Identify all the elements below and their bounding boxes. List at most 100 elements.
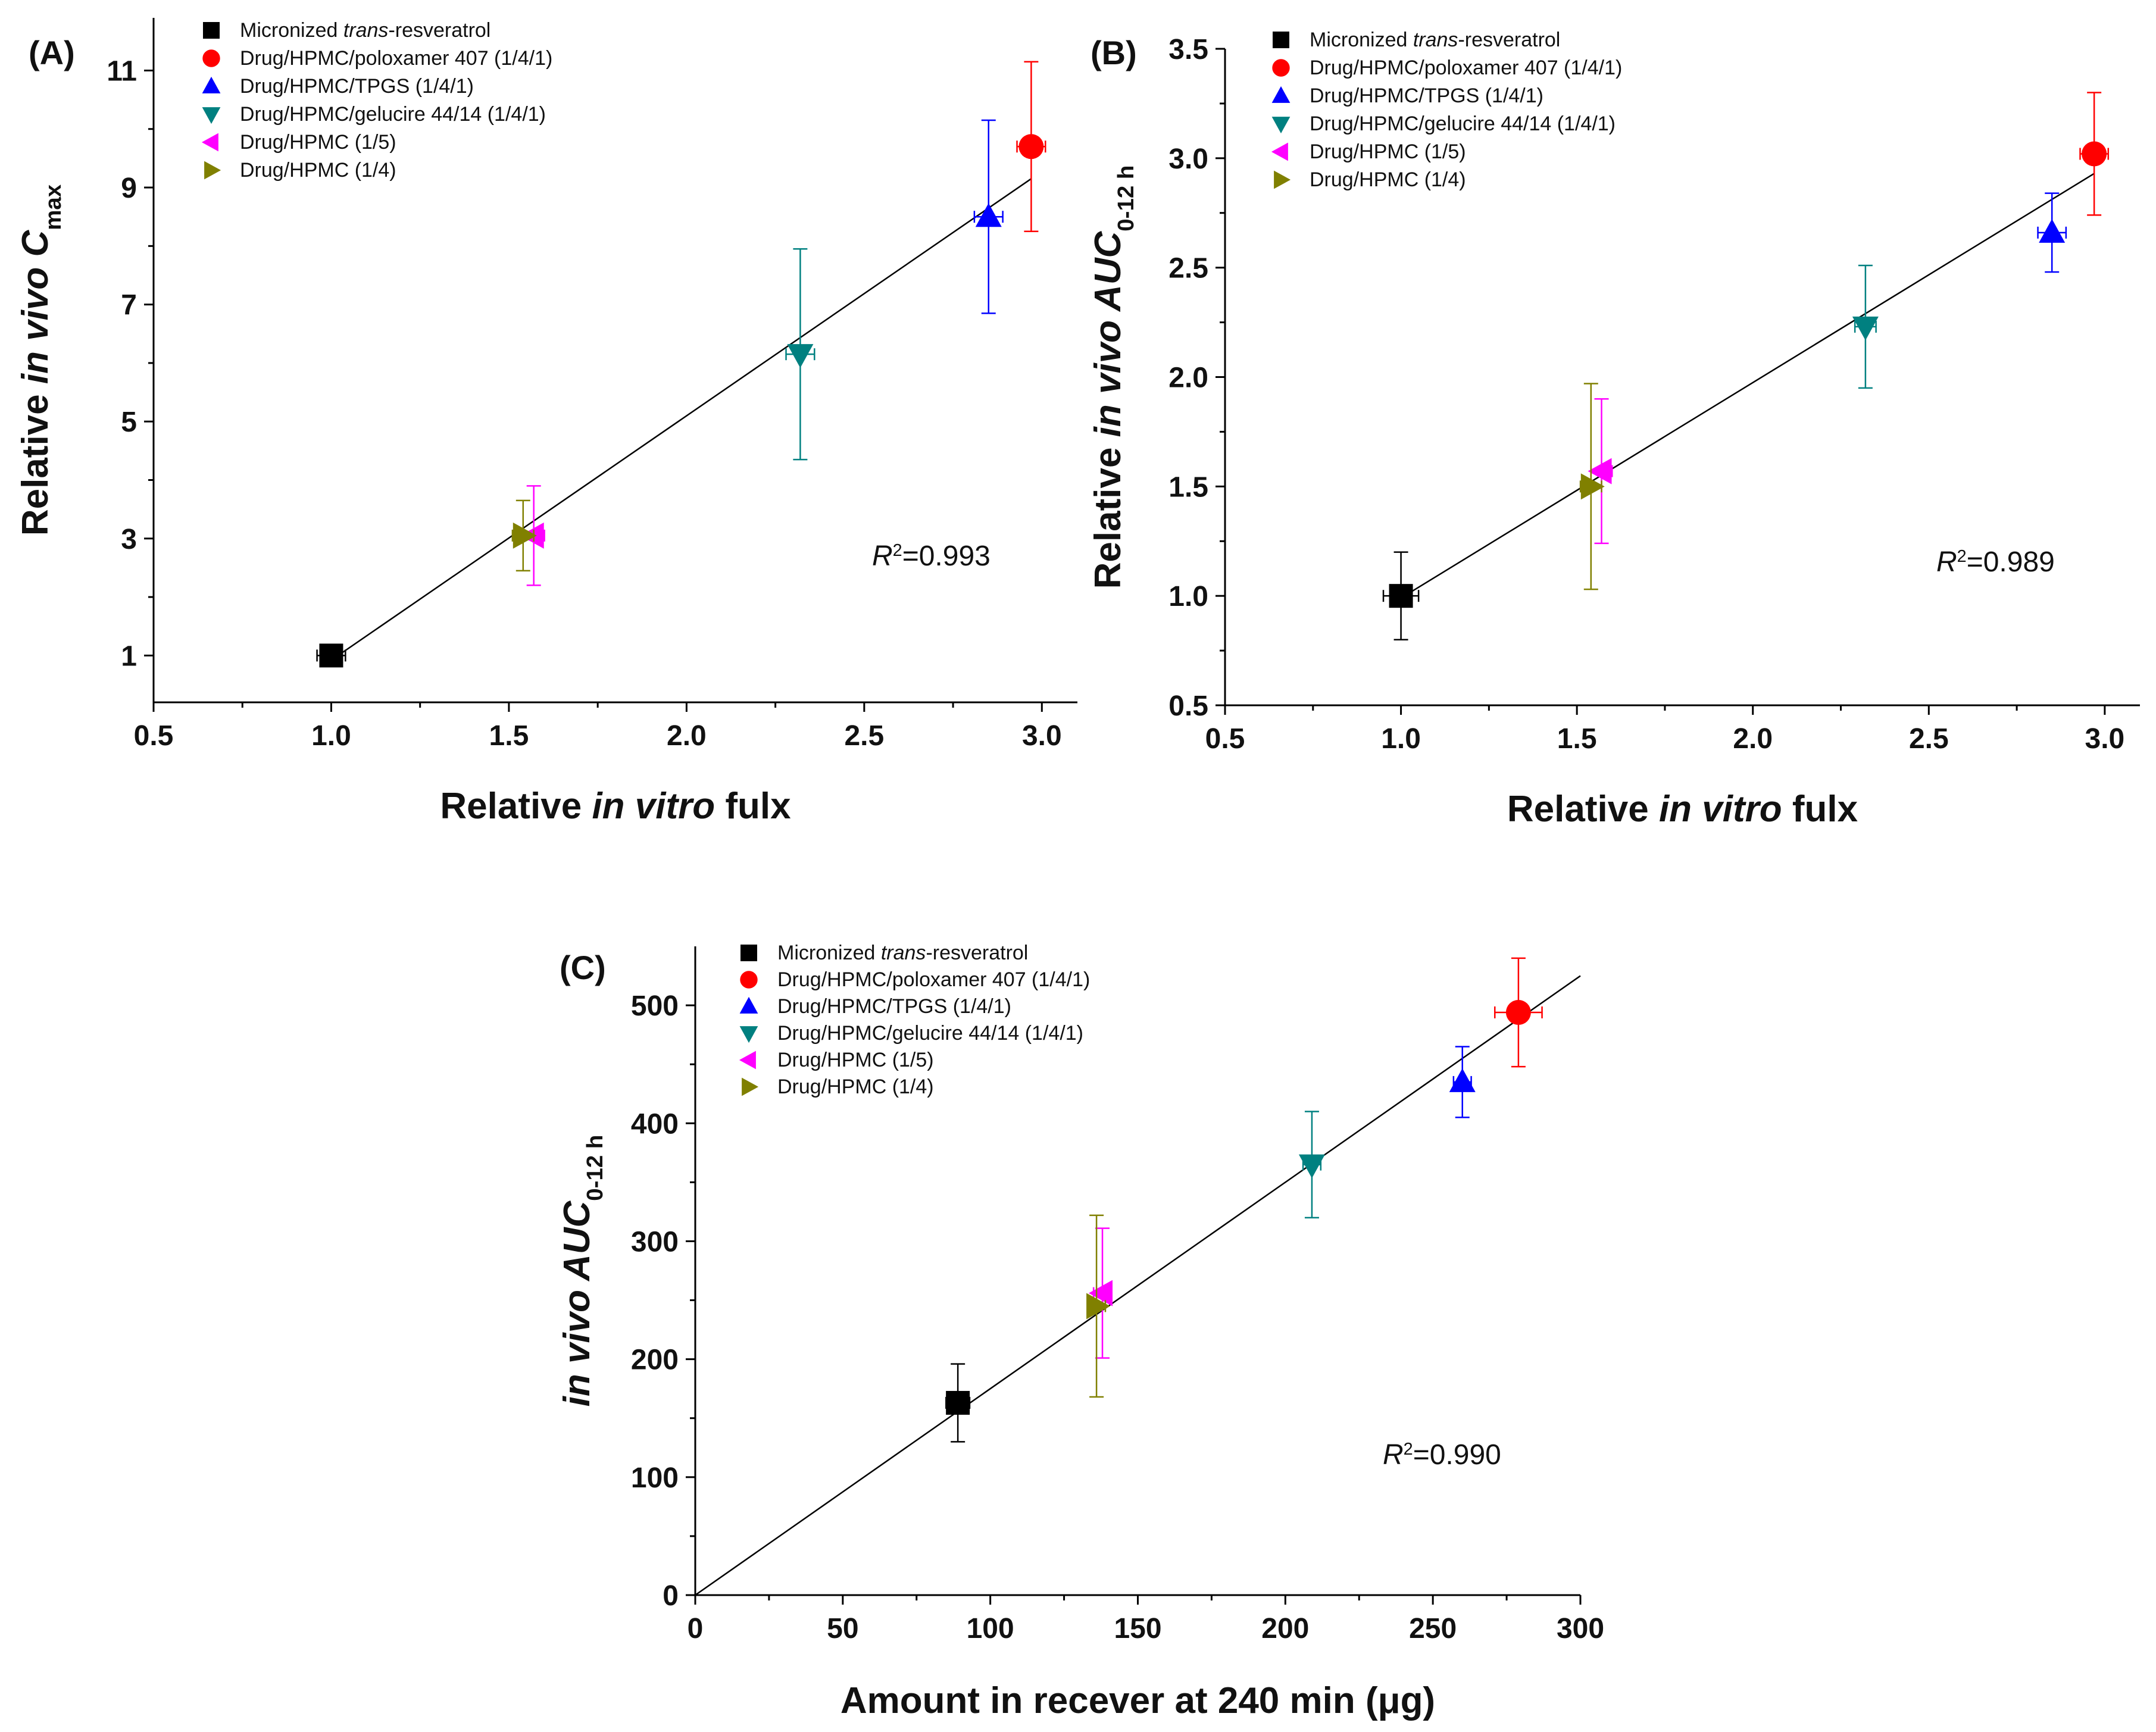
y-tick-label: 200 bbox=[631, 1345, 679, 1376]
x-axis-title: Relative in vitro fulx bbox=[1507, 789, 1858, 830]
chart-panel-c: 0 50 100 150 200 250 300 0 100 200 300 400 500 Amount… bbox=[557, 942, 1604, 1721]
x-tick-label: 3.0 bbox=[2085, 723, 2125, 755]
legend-marker bbox=[1271, 142, 1288, 161]
y-tick-label: 7 bbox=[121, 290, 137, 321]
x-tick-label: 2.5 bbox=[1909, 723, 1949, 755]
y-tick-label: 3.0 bbox=[1168, 143, 1208, 175]
legend-entry: Drug/HPMC/gelucire 44/14 (1/4/1) bbox=[240, 103, 546, 126]
x-tick-label: 100 bbox=[967, 1613, 1014, 1645]
x-tick-label: 2.5 bbox=[844, 720, 884, 752]
y-tick-label: 2.0 bbox=[1168, 362, 1208, 394]
legend-marker bbox=[739, 1026, 758, 1043]
y-axis-title: Relative in vivo AUC0-12 h bbox=[1088, 165, 1139, 589]
legend-marker bbox=[739, 996, 758, 1014]
legend-entry: Micronized trans-resveratrol bbox=[777, 942, 1028, 964]
legend-marker bbox=[740, 945, 757, 961]
x-tick-label: 1.5 bbox=[489, 720, 529, 752]
panel-label: (B) bbox=[1091, 34, 1137, 71]
y-tick-label: 300 bbox=[631, 1226, 679, 1258]
y-tick-label: 11 bbox=[107, 55, 137, 87]
x-tick-label: 0.5 bbox=[1205, 723, 1245, 755]
legend-entry: Drug/HPMC (1/5) bbox=[240, 131, 396, 154]
legend-marker bbox=[1271, 86, 1291, 103]
x-axis-title: Relative in vitro fulx bbox=[440, 786, 791, 827]
y-axis-title: Relative in vivo Cmax bbox=[15, 184, 66, 536]
legend-marker bbox=[1272, 59, 1290, 77]
legend-marker bbox=[1274, 170, 1291, 189]
legend-entry: Drug/HPMC/poloxamer 407 (1/4/1) bbox=[777, 968, 1090, 991]
data-point-triangle-right bbox=[513, 522, 537, 549]
y-tick-label: 5 bbox=[121, 407, 137, 438]
legend-marker bbox=[202, 107, 221, 124]
y-tick-label: 500 bbox=[631, 990, 679, 1022]
legend-marker bbox=[202, 49, 220, 67]
data-point-triangle-down bbox=[1852, 316, 1879, 340]
legend-entry: Micronized trans-resveratrol bbox=[1310, 29, 1560, 51]
x-tick-label: 0.5 bbox=[134, 720, 174, 752]
panel-label: (C) bbox=[560, 949, 606, 986]
x-tick-label: 0 bbox=[688, 1613, 704, 1645]
data-point-square bbox=[946, 1390, 970, 1415]
chart-panel-a: 0.5 1.0 1.5 2.0 2.5 3.0 1 3 5 7 9 11 Relative in vit… bbox=[15, 18, 1077, 827]
x-tick-label: 50 bbox=[827, 1613, 858, 1645]
x-tick-label: 300 bbox=[1557, 1613, 1604, 1645]
data-point-circle bbox=[1018, 134, 1044, 160]
fit-line bbox=[695, 975, 1581, 1596]
r-squared-annotation: R2=0.990 bbox=[1383, 1439, 1501, 1471]
x-tick-label: 2.0 bbox=[667, 720, 707, 752]
y-tick-label: 2.5 bbox=[1168, 253, 1208, 285]
y-tick-label: 3 bbox=[121, 524, 137, 555]
data-point-triangle-down bbox=[1298, 1154, 1325, 1178]
data-point-triangle-up bbox=[975, 203, 1002, 227]
legend-entry: Drug/HPMC (1/5) bbox=[777, 1049, 934, 1071]
legend-entry: Drug/HPMC/poloxamer 407 (1/4/1) bbox=[1310, 57, 1622, 79]
x-tick-label: 200 bbox=[1261, 1613, 1309, 1645]
fit-line bbox=[1400, 173, 2095, 599]
legend-marker bbox=[204, 161, 221, 180]
data-point-square bbox=[1389, 584, 1413, 608]
data-point-triangle-left bbox=[1588, 458, 1612, 484]
x-tick-label: 2.0 bbox=[1733, 723, 1773, 755]
r-squared-annotation: R2=0.989 bbox=[1936, 546, 2055, 578]
legend-entry: Drug/HPMC/TPGS (1/4/1) bbox=[240, 75, 474, 98]
legend-marker bbox=[201, 133, 218, 152]
legend-marker bbox=[739, 1051, 756, 1070]
legend-marker bbox=[742, 1077, 759, 1096]
data-point-circle bbox=[1505, 999, 1531, 1025]
y-tick-label: 3.5 bbox=[1168, 34, 1208, 65]
y-tick-label: 1.0 bbox=[1168, 581, 1208, 612]
y-tick-label: 100 bbox=[631, 1462, 679, 1494]
data-point-circle bbox=[2082, 141, 2107, 167]
x-axis-title: Amount in recever at 240 min (μg) bbox=[840, 1680, 1435, 1721]
legend-marker bbox=[203, 22, 220, 39]
y-tick-label: 9 bbox=[121, 173, 137, 204]
legend-marker bbox=[740, 971, 758, 989]
y-tick-label: 1.5 bbox=[1168, 471, 1208, 503]
legend-marker bbox=[202, 76, 221, 93]
y-tick-label: 0.5 bbox=[1168, 690, 1208, 722]
legend-entry: Drug/HPMC (1/5) bbox=[1310, 140, 1466, 163]
data-point-square bbox=[319, 643, 343, 668]
legend-entry: Drug/HPMC (1/4) bbox=[777, 1076, 934, 1098]
data-point-triangle-down bbox=[787, 344, 814, 368]
data-point-triangle-up bbox=[2039, 218, 2066, 243]
legend-entry: Drug/HPMC (1/4) bbox=[1310, 168, 1466, 191]
x-tick-label: 1.0 bbox=[1381, 723, 1421, 755]
data-point-triangle-right bbox=[1580, 473, 1605, 500]
fit-line bbox=[330, 178, 1032, 661]
chart-panel-b: 0.5 1.0 1.5 2.0 2.5 3.0 0.5 1.0 1.5 2.0 2.5 3.0 3.5 R… bbox=[1088, 29, 2140, 830]
legend-entry: Drug/HPMC/gelucire 44/14 (1/4/1) bbox=[1310, 112, 1616, 135]
x-tick-label: 1.5 bbox=[1557, 723, 1597, 755]
y-tick-label: 1 bbox=[121, 640, 137, 672]
legend-marker bbox=[1273, 32, 1289, 48]
x-tick-label: 150 bbox=[1114, 1613, 1161, 1645]
x-tick-label: 250 bbox=[1409, 1613, 1457, 1645]
legend-entry: Drug/HPMC/poloxamer 407 (1/4/1) bbox=[240, 47, 552, 70]
x-tick-label: 3.0 bbox=[1022, 720, 1062, 752]
legend-entry: Micronized trans-resveratrol bbox=[240, 19, 490, 42]
panel-label: (A) bbox=[29, 34, 75, 71]
data-point-triangle-right bbox=[1086, 1293, 1111, 1320]
legend-entry: Drug/HPMC (1/4) bbox=[240, 159, 396, 182]
data-point-triangle-left bbox=[1089, 1280, 1113, 1306]
